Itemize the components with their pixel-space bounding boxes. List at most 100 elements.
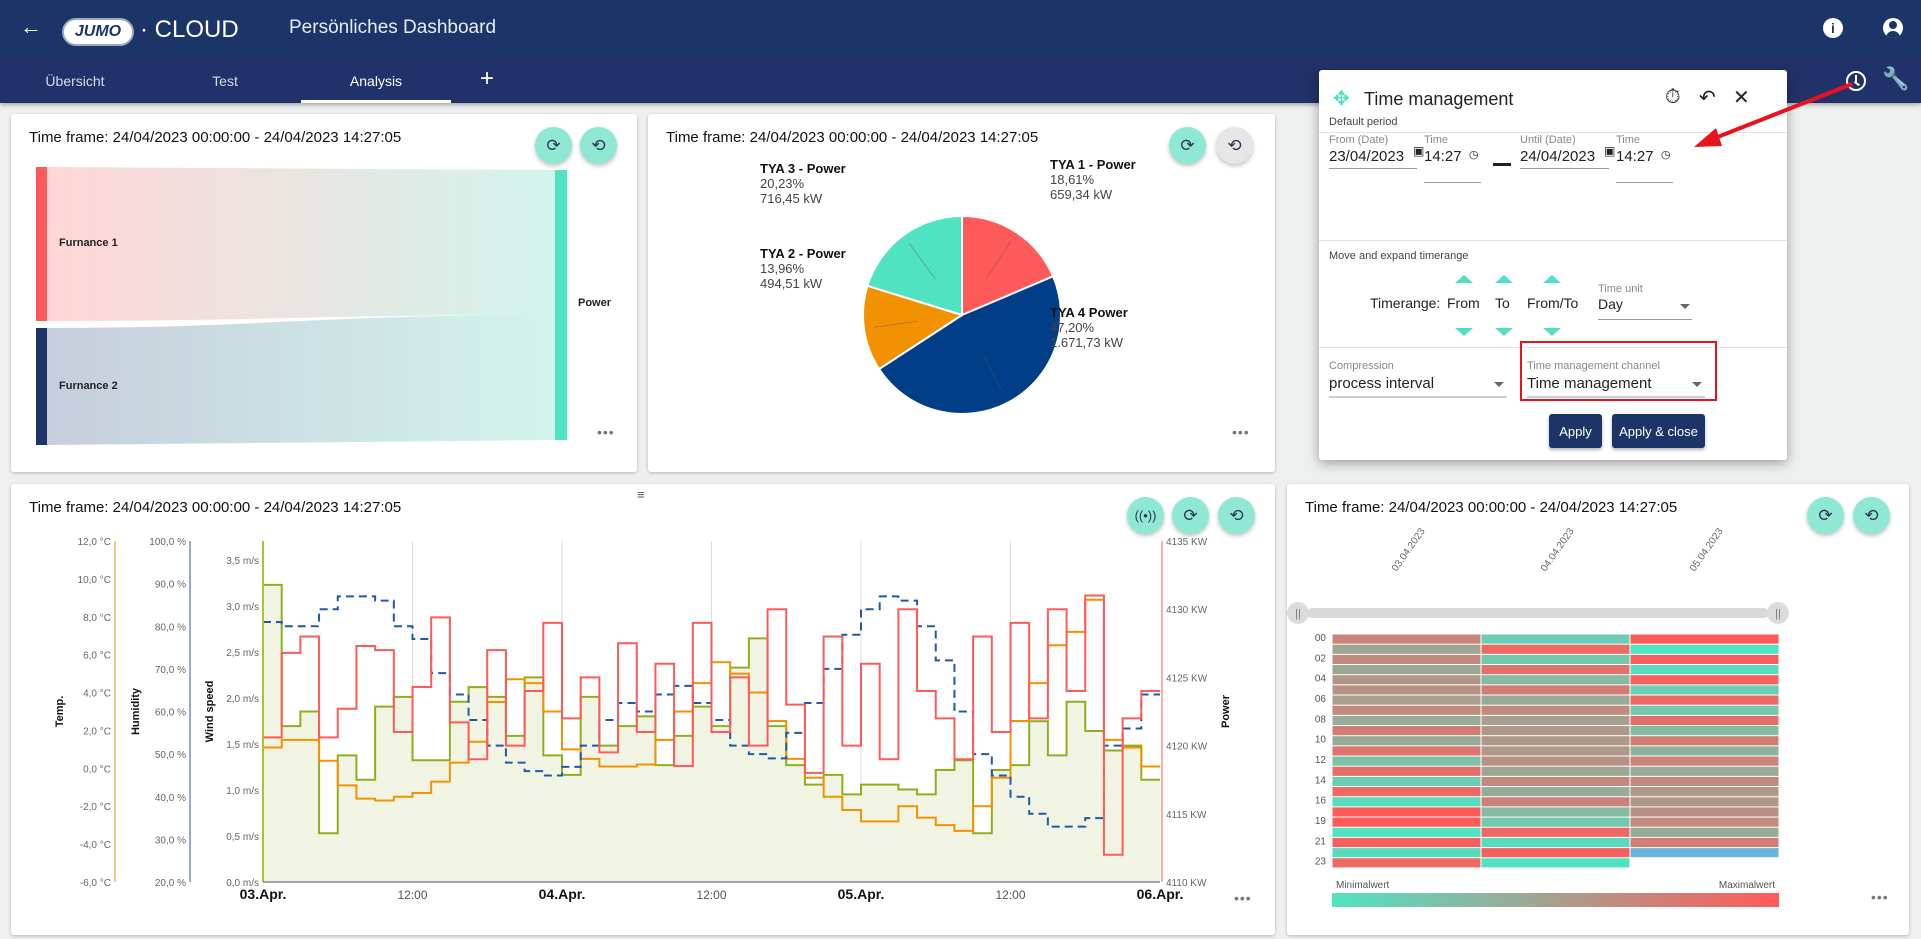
account-icon[interactable] — [1883, 18, 1903, 38]
until-date-input[interactable]: 24/04/2023 — [1520, 148, 1596, 165]
heatmap-cell — [1332, 736, 1481, 746]
heatmap-cell — [1332, 817, 1481, 827]
y-tick-label-wind: 1,0 m/s — [226, 786, 259, 797]
more-options-icon[interactable]: ••• — [597, 424, 615, 440]
heatmap-cell — [1630, 644, 1779, 654]
calendar-icon[interactable]: ▣ — [1413, 144, 1425, 158]
clock-icon[interactable]: ◷ — [1661, 149, 1671, 161]
live-button[interactable]: ((•)) — [1127, 497, 1164, 534]
time-unit-select[interactable]: Day — [1598, 296, 1692, 320]
highlight-box — [1520, 341, 1717, 401]
channel-select[interactable]: Time management — [1527, 373, 1705, 398]
until-time-input[interactable]: 14:27 — [1616, 148, 1654, 165]
from-time-label: Time — [1424, 134, 1449, 146]
history-button[interactable]: ⟲ — [1218, 497, 1255, 534]
range-dash — [1493, 163, 1511, 166]
tab-analysis[interactable]: Analysis — [349, 73, 403, 89]
heatmap-cell — [1332, 837, 1481, 848]
from-down-arrow[interactable] — [1455, 328, 1473, 336]
pie-label-value: 494,51 kW — [760, 276, 823, 291]
tab-test[interactable]: Test — [212, 73, 238, 89]
row-label: 12 — [1315, 755, 1327, 766]
stopwatch-icon[interactable]: ⏱ — [1665, 86, 1681, 108]
undo-icon[interactable]: ↶ — [1699, 87, 1716, 109]
row-label: 21 — [1315, 836, 1327, 847]
y-tick-label-temp: 2,0 °C — [83, 726, 111, 737]
history-icon: ⟲ — [591, 135, 606, 155]
back-arrow-icon[interactable]: ← — [20, 14, 42, 39]
from-up-arrow[interactable] — [1455, 275, 1473, 283]
refresh-button[interactable]: ⟳ — [1169, 127, 1206, 164]
more-options-icon[interactable]: ••• — [1232, 424, 1250, 440]
row-label: 00 — [1315, 633, 1327, 644]
legend-min-label: Minimalwert — [1336, 880, 1390, 891]
heatmap-card: Time frame: 24/04/2023 00:00:00 - 24/04/… — [1287, 484, 1909, 935]
pie-label-name: TYA 1 - Power — [1050, 157, 1136, 172]
heatmap-cell — [1481, 644, 1630, 654]
heatmap-cell — [1481, 848, 1630, 858]
filter-icon[interactable]: ≡ — [637, 487, 645, 502]
refresh-button[interactable]: ⟳ — [1172, 497, 1209, 534]
heatmap-cell — [1332, 858, 1481, 868]
handle-grip-icon: || — [1295, 608, 1301, 620]
y-tick-label-wind: 2,5 m/s — [226, 648, 259, 659]
clock-icon[interactable]: ◷ — [1469, 149, 1479, 161]
from-time-input[interactable]: 14:27 — [1424, 148, 1462, 165]
fromto-up-arrow[interactable] — [1543, 275, 1561, 283]
close-icon[interactable]: ✕ — [1733, 87, 1750, 109]
heatmap-cell — [1481, 685, 1630, 695]
time-management-clock-icon[interactable] — [1846, 71, 1866, 91]
fromto-down-arrow[interactable] — [1543, 328, 1561, 336]
refresh-button[interactable]: ⟳ — [1807, 497, 1844, 534]
pie-label-name: TYA 3 - Power — [760, 161, 846, 176]
pie-label-name: TYA 2 - Power — [760, 246, 846, 261]
history-button[interactable]: ⟲ — [1216, 127, 1253, 164]
apply-close-button[interactable]: Apply & close — [1612, 414, 1705, 448]
heatmap-cell — [1332, 807, 1481, 817]
compression-select[interactable]: process interval — [1329, 373, 1507, 398]
from-label: From — [1447, 295, 1480, 311]
cloud-logo-text: · CLOUD — [140, 16, 239, 43]
history-button[interactable]: ⟲ — [1853, 497, 1890, 534]
heatmap-cell — [1630, 807, 1779, 817]
heatmap-cell — [1630, 756, 1779, 766]
heatmap-cell — [1630, 695, 1779, 705]
heatmap-cell — [1481, 756, 1630, 766]
heatmap-cell — [1481, 776, 1630, 787]
apply-button[interactable]: Apply — [1549, 414, 1602, 448]
heatmap-cell — [1332, 705, 1481, 715]
add-tab-button[interactable]: + — [480, 65, 495, 92]
row-label: 06 — [1315, 694, 1327, 705]
heatmap-cell — [1332, 685, 1481, 695]
y-tick-label-hum: 80,0 % — [155, 622, 186, 633]
heatmap-cell — [1332, 634, 1481, 644]
y-tick-label-temp: 12,0 °C — [78, 537, 111, 548]
pie-label-value: 659,34 kW — [1050, 187, 1113, 202]
more-options-icon[interactable]: ••• — [1871, 889, 1889, 905]
calendar-icon[interactable]: ▣ — [1604, 144, 1616, 158]
y-tick-label-hum: 30,0 % — [155, 835, 186, 846]
sankey-label: Furnance 2 — [59, 380, 118, 392]
sankey-node-furnance-2 — [36, 328, 47, 445]
from-date-input[interactable]: 23/04/2023 — [1329, 148, 1405, 165]
wrench-icon[interactable]: 🔧 — [1882, 66, 1910, 91]
refresh-button[interactable]: ⟳ — [535, 127, 572, 164]
more-options-icon[interactable]: ••• — [1234, 890, 1252, 906]
to-down-arrow[interactable] — [1495, 328, 1513, 336]
heatmap-cell — [1332, 726, 1481, 736]
to-up-arrow[interactable] — [1495, 275, 1513, 283]
history-button[interactable]: ⟲ — [580, 127, 617, 164]
y-tick-label-wind: 1,5 m/s — [226, 740, 259, 751]
pie-label-name: TYA 4 Power — [1050, 305, 1128, 320]
pie-label-percent: 13,96% — [760, 261, 805, 276]
time-frame-label: Time frame: 24/04/2023 00:00:00 - 24/04/… — [29, 129, 402, 146]
pie-slice — [866, 214, 963, 317]
sankey-card: Time frame: 24/04/2023 00:00:00 - 24/04/… — [11, 114, 637, 472]
heatmap-cell — [1332, 787, 1481, 797]
heatmap-cell — [1630, 715, 1779, 726]
sankey-node-furnance-1 — [36, 167, 47, 321]
tab-ubersicht[interactable]: Übersicht — [45, 73, 105, 89]
page-title: Persönliches Dashboard — [289, 17, 497, 38]
info-icon[interactable]: i — [1823, 18, 1843, 38]
